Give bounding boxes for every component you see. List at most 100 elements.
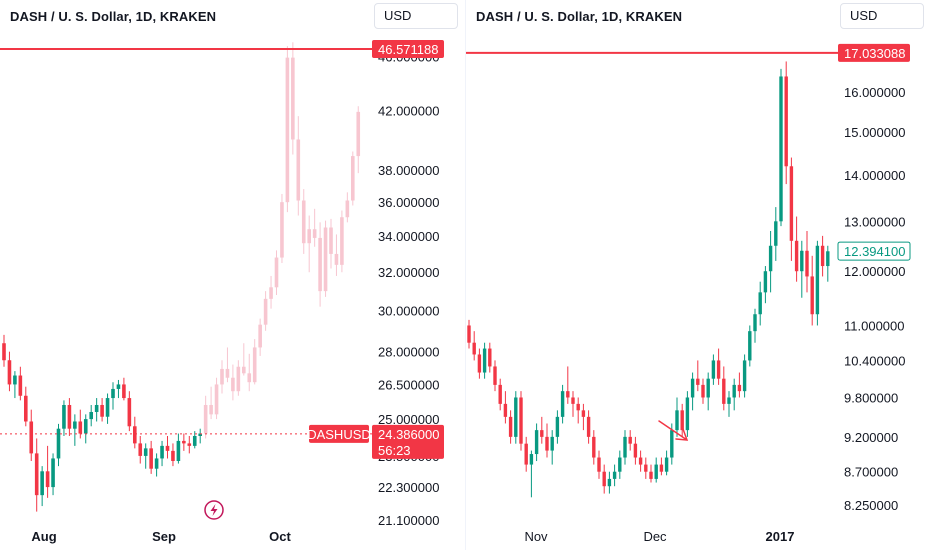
candle (40, 471, 44, 496)
candle (482, 348, 487, 373)
candle (472, 342, 476, 355)
ghost-candle (209, 404, 213, 415)
current-price-tag (372, 424, 444, 459)
candle (13, 375, 17, 385)
candle (592, 436, 596, 458)
y-tick-label: 14.000000 (844, 168, 905, 183)
ghost-candle (285, 57, 290, 203)
price-level-tag (838, 43, 910, 62)
y-tick-label: 11.000000 (844, 318, 905, 333)
ghost-candle (252, 347, 257, 383)
candle (488, 348, 492, 367)
ghost-candle (329, 227, 333, 254)
right-candlestick-chart[interactable]: 8.250000 8.700000 9.200000 9.800000 10.40000… (466, 0, 932, 550)
candle (685, 397, 690, 431)
candle (160, 445, 164, 459)
candle (524, 443, 528, 465)
candle (165, 445, 170, 451)
candle (508, 416, 513, 437)
ghost-candle (242, 366, 246, 374)
candle (111, 388, 115, 399)
ghost-candle (323, 227, 328, 292)
y-tick-label: 22.300000 (378, 480, 439, 495)
right-chart-panel: DASH / U. S. Dollar, 1D, KRAKEN USD 8.25… (466, 0, 932, 550)
candle (644, 464, 648, 472)
currency-selector[interactable]: USD (374, 3, 458, 29)
candle (675, 410, 679, 431)
candle (83, 419, 88, 434)
candle (45, 471, 50, 488)
candle (34, 453, 39, 496)
candle (529, 454, 534, 465)
ghost-candle (220, 368, 224, 385)
y-tick-label: 21.100000 (378, 513, 439, 528)
price-level-tag-text: 17.033088 (844, 46, 905, 61)
candle (503, 403, 508, 417)
candle (810, 276, 814, 315)
candle (826, 251, 830, 267)
symbol-tag (309, 424, 369, 443)
candle (182, 440, 186, 444)
candle (701, 384, 705, 398)
candle (748, 331, 752, 361)
ghost-candle (340, 217, 344, 265)
ghost-candle (356, 111, 361, 157)
candle (711, 360, 716, 379)
ghost-candle (345, 200, 350, 218)
ghost-candle (307, 229, 311, 244)
ghost-candle (258, 324, 262, 348)
ghost-candle (214, 384, 219, 415)
current-price-tag (837, 241, 911, 261)
price-level-tag-text: 46.571188 (378, 42, 439, 57)
candle (105, 398, 110, 417)
candle (198, 433, 202, 436)
candle (649, 471, 653, 479)
x-tick-label: Sep (152, 529, 176, 544)
lightning-icon (204, 500, 224, 520)
x-tick-label: Aug (31, 529, 56, 544)
candle (664, 457, 669, 472)
candle (768, 245, 773, 272)
candle (2, 343, 6, 361)
left-candlestick-chart[interactable]: 21.10000022.30000023.50000025.00000026.5… (0, 0, 466, 550)
candle (89, 412, 93, 420)
candle (122, 384, 126, 399)
candle (758, 292, 762, 315)
candle (550, 436, 554, 451)
chart-title: DASH / U. S. Dollar, 1D, KRAKEN (476, 9, 683, 24)
candle (618, 457, 622, 472)
y-tick-label: 16.000000 (844, 85, 905, 100)
x-tick-label: Oct (269, 529, 291, 544)
y-tick-label: 28.000000 (378, 345, 439, 360)
candle (133, 426, 137, 444)
x-tick-label: Dec (643, 529, 667, 544)
ghost-candle (301, 200, 306, 244)
currency-selector[interactable]: USD (840, 3, 924, 29)
candle (477, 354, 482, 373)
candle (612, 471, 617, 479)
ghost-candle (296, 139, 301, 201)
candle (690, 378, 695, 398)
ghost-candle (231, 377, 235, 392)
candle (143, 448, 148, 456)
candle (192, 435, 197, 446)
y-tick-label: 13.000000 (844, 214, 905, 229)
candle (78, 421, 83, 434)
candle (7, 360, 12, 385)
candle (566, 391, 570, 398)
candle (56, 428, 61, 459)
chart-title: DASH / U. S. Dollar, 1D, KRAKEN (10, 9, 217, 24)
annotation-arrow (658, 420, 689, 441)
candle (638, 457, 643, 465)
candle (779, 76, 783, 222)
candle (784, 76, 788, 167)
countdown-text: 56:23 (378, 443, 411, 458)
candle (24, 395, 28, 422)
left-chart-panel: DASH / U. S. Dollar, 1D, KRAKEN USD 21.1… (0, 0, 466, 550)
ghost-candle (351, 156, 355, 201)
candle (805, 250, 809, 277)
y-tick-label: 42.000000 (378, 103, 439, 118)
candle (545, 436, 549, 451)
candle (794, 240, 799, 272)
price-level-tag (372, 39, 444, 58)
